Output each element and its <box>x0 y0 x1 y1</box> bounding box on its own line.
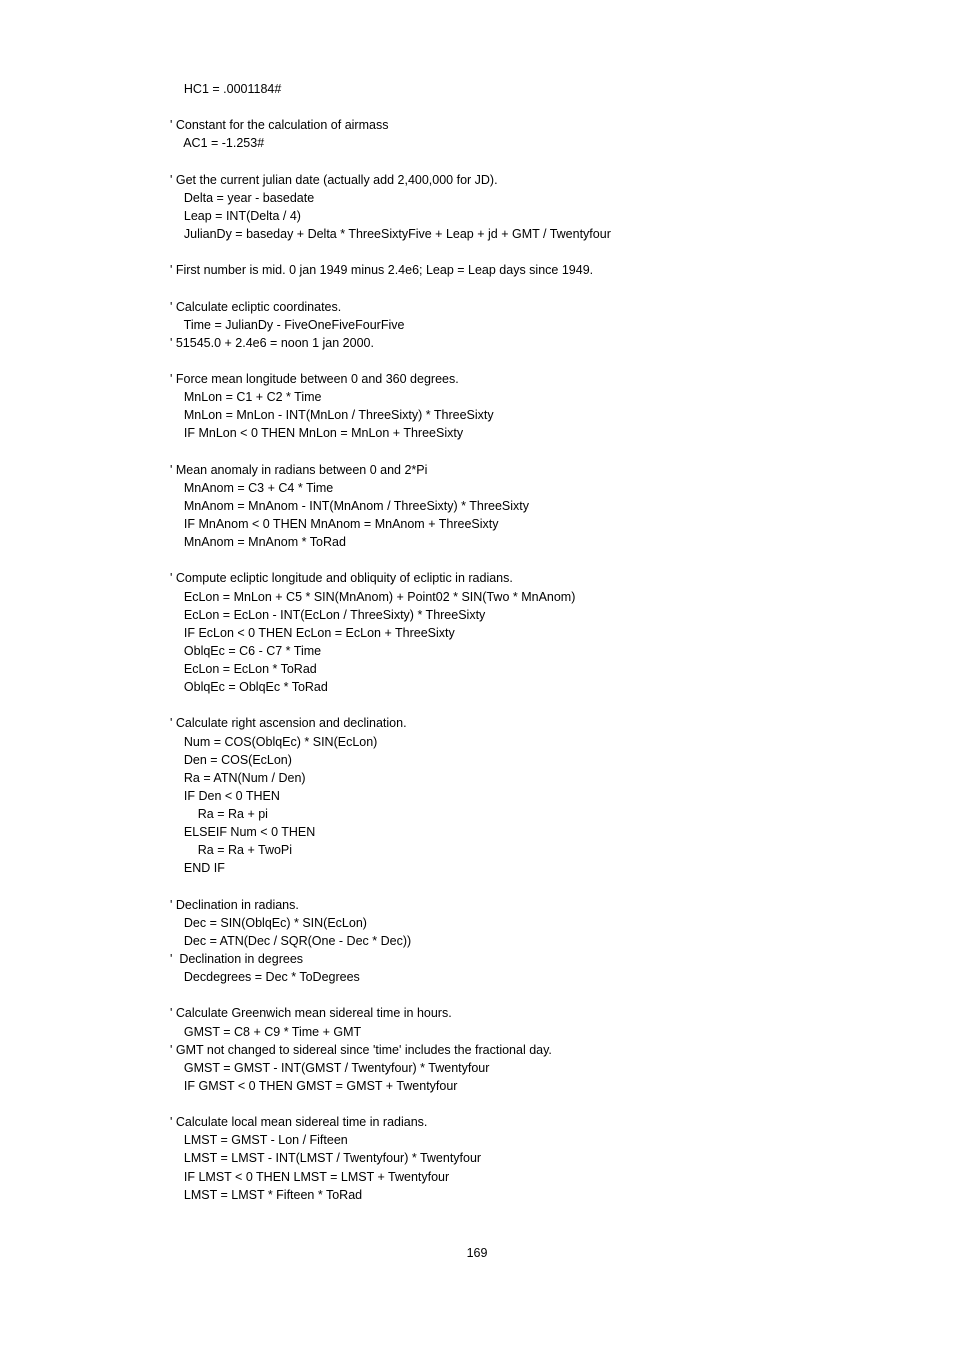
code-line: HC1 = .0001184# <box>170 80 784 98</box>
code-line: ' First number is mid. 0 jan 1949 minus … <box>170 261 784 279</box>
code-line: MnAnom = MnAnom * ToRad <box>170 533 784 551</box>
code-line: ' 51545.0 + 2.4e6 = noon 1 jan 2000. <box>170 334 784 352</box>
code-line: LMST = LMST - INT(LMST / Twentyfour) * T… <box>170 1149 784 1167</box>
code-line: MnLon = C1 + C2 * Time <box>170 388 784 406</box>
code-line: ' Calculate local mean sidereal time in … <box>170 1113 784 1131</box>
code-line: IF EcLon < 0 THEN EcLon = EcLon + ThreeS… <box>170 624 784 642</box>
code-line: Time = JulianDy - FiveOneFiveFourFive <box>170 316 784 334</box>
page-number: 169 <box>170 1244 784 1262</box>
code-line: MnAnom = C3 + C4 * Time <box>170 479 784 497</box>
code-line: Leap = INT(Delta / 4) <box>170 207 784 225</box>
code-line: EcLon = EcLon * ToRad <box>170 660 784 678</box>
code-line: OblqEc = OblqEc * ToRad <box>170 678 784 696</box>
code-line: EcLon = MnLon + C5 * SIN(MnAnom) + Point… <box>170 588 784 606</box>
code-line: IF MnLon < 0 THEN MnLon = MnLon + ThreeS… <box>170 424 784 442</box>
code-line: ELSEIF Num < 0 THEN <box>170 823 784 841</box>
code-line: ' Calculate ecliptic coordinates. <box>170 298 784 316</box>
code-block: HC1 = .0001184# ' Constant for the calcu… <box>170 80 784 1204</box>
code-line <box>170 279 784 297</box>
document-page: HC1 = .0001184# ' Constant for the calcu… <box>0 0 954 1322</box>
code-line: ' Calculate right ascension and declinat… <box>170 714 784 732</box>
code-line: ' Calculate Greenwich mean sidereal time… <box>170 1004 784 1022</box>
code-line: Dec = ATN(Dec / SQR(One - Dec * Dec)) <box>170 932 784 950</box>
code-line: EcLon = EcLon - INT(EcLon / ThreeSixty) … <box>170 606 784 624</box>
code-line: OblqEc = C6 - C7 * Time <box>170 642 784 660</box>
code-line <box>170 243 784 261</box>
code-line: Ra = ATN(Num / Den) <box>170 769 784 787</box>
code-line: ' GMT not changed to sidereal since 'tim… <box>170 1041 784 1059</box>
code-line: Ra = Ra + TwoPi <box>170 841 784 859</box>
code-line: ' Declination in radians. <box>170 896 784 914</box>
code-line <box>170 696 784 714</box>
code-line: Delta = year - basedate <box>170 189 784 207</box>
code-line: Dec = SIN(OblqEc) * SIN(EcLon) <box>170 914 784 932</box>
code-line: Den = COS(EcLon) <box>170 751 784 769</box>
code-line <box>170 443 784 461</box>
code-line: ' Mean anomaly in radians between 0 and … <box>170 461 784 479</box>
code-line <box>170 1095 784 1113</box>
code-line: Decdegrees = Dec * ToDegrees <box>170 968 784 986</box>
code-line: Num = COS(OblqEc) * SIN(EcLon) <box>170 733 784 751</box>
code-line: ' Force mean longitude between 0 and 360… <box>170 370 784 388</box>
code-line: GMST = GMST - INT(GMST / Twentyfour) * T… <box>170 1059 784 1077</box>
code-line: AC1 = -1.253# <box>170 134 784 152</box>
code-line <box>170 551 784 569</box>
code-line: MnLon = MnLon - INT(MnLon / ThreeSixty) … <box>170 406 784 424</box>
code-line: IF MnAnom < 0 THEN MnAnom = MnAnom + Thr… <box>170 515 784 533</box>
code-line: ' Declination in degrees <box>170 950 784 968</box>
code-line <box>170 878 784 896</box>
code-line: END IF <box>170 859 784 877</box>
code-line: LMST = LMST * Fifteen * ToRad <box>170 1186 784 1204</box>
code-line: LMST = GMST - Lon / Fifteen <box>170 1131 784 1149</box>
code-line <box>170 98 784 116</box>
code-line <box>170 986 784 1004</box>
code-line: IF GMST < 0 THEN GMST = GMST + Twentyfou… <box>170 1077 784 1095</box>
code-line: ' Compute ecliptic longitude and obliqui… <box>170 569 784 587</box>
code-line: JulianDy = baseday + Delta * ThreeSixtyF… <box>170 225 784 243</box>
code-line: IF LMST < 0 THEN LMST = LMST + Twentyfou… <box>170 1168 784 1186</box>
code-line: GMST = C8 + C9 * Time + GMT <box>170 1023 784 1041</box>
code-line: ' Get the current julian date (actually … <box>170 171 784 189</box>
code-line: IF Den < 0 THEN <box>170 787 784 805</box>
code-line: ' Constant for the calculation of airmas… <box>170 116 784 134</box>
code-line <box>170 153 784 171</box>
code-line: MnAnom = MnAnom - INT(MnAnom / ThreeSixt… <box>170 497 784 515</box>
code-line <box>170 352 784 370</box>
code-line: Ra = Ra + pi <box>170 805 784 823</box>
